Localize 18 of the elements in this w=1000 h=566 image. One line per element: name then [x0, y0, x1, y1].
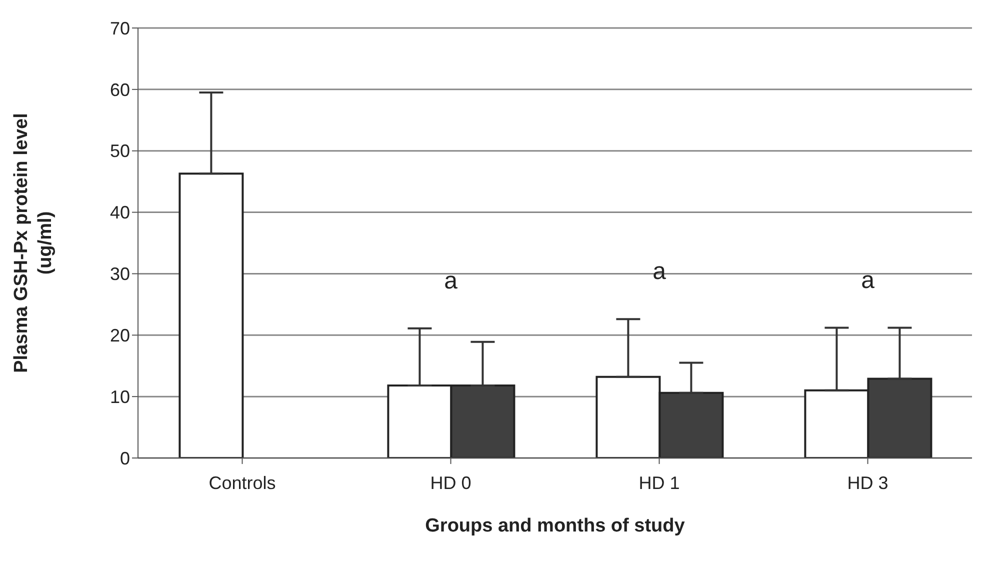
x-tick-label: HD 1	[638, 472, 680, 493]
y-tick-label: 30	[110, 264, 130, 284]
x-tick-label: HD 0	[430, 472, 472, 493]
y-tick-label: 50	[110, 141, 130, 162]
x-tick-label: Controls	[208, 472, 276, 493]
y-tick-label: 20	[110, 326, 130, 346]
annotation: a	[861, 266, 876, 294]
y-tick-label: 40	[110, 202, 130, 223]
y-axis-title: Plasma GSH-Px protein level (ug/ml)	[11, 113, 56, 373]
x-tick-label: HD 3	[847, 472, 888, 493]
y-tick-label: 10	[110, 386, 130, 407]
y-tick-label: 70	[110, 18, 130, 38]
annotation: a	[652, 258, 667, 286]
y-tick-label: 0	[120, 448, 130, 468]
annotation: a	[444, 267, 458, 294]
y-tick-label: 60	[110, 80, 130, 100]
x-axis-title: Groups and months of study	[425, 515, 686, 536]
bar	[178, 172, 244, 458]
